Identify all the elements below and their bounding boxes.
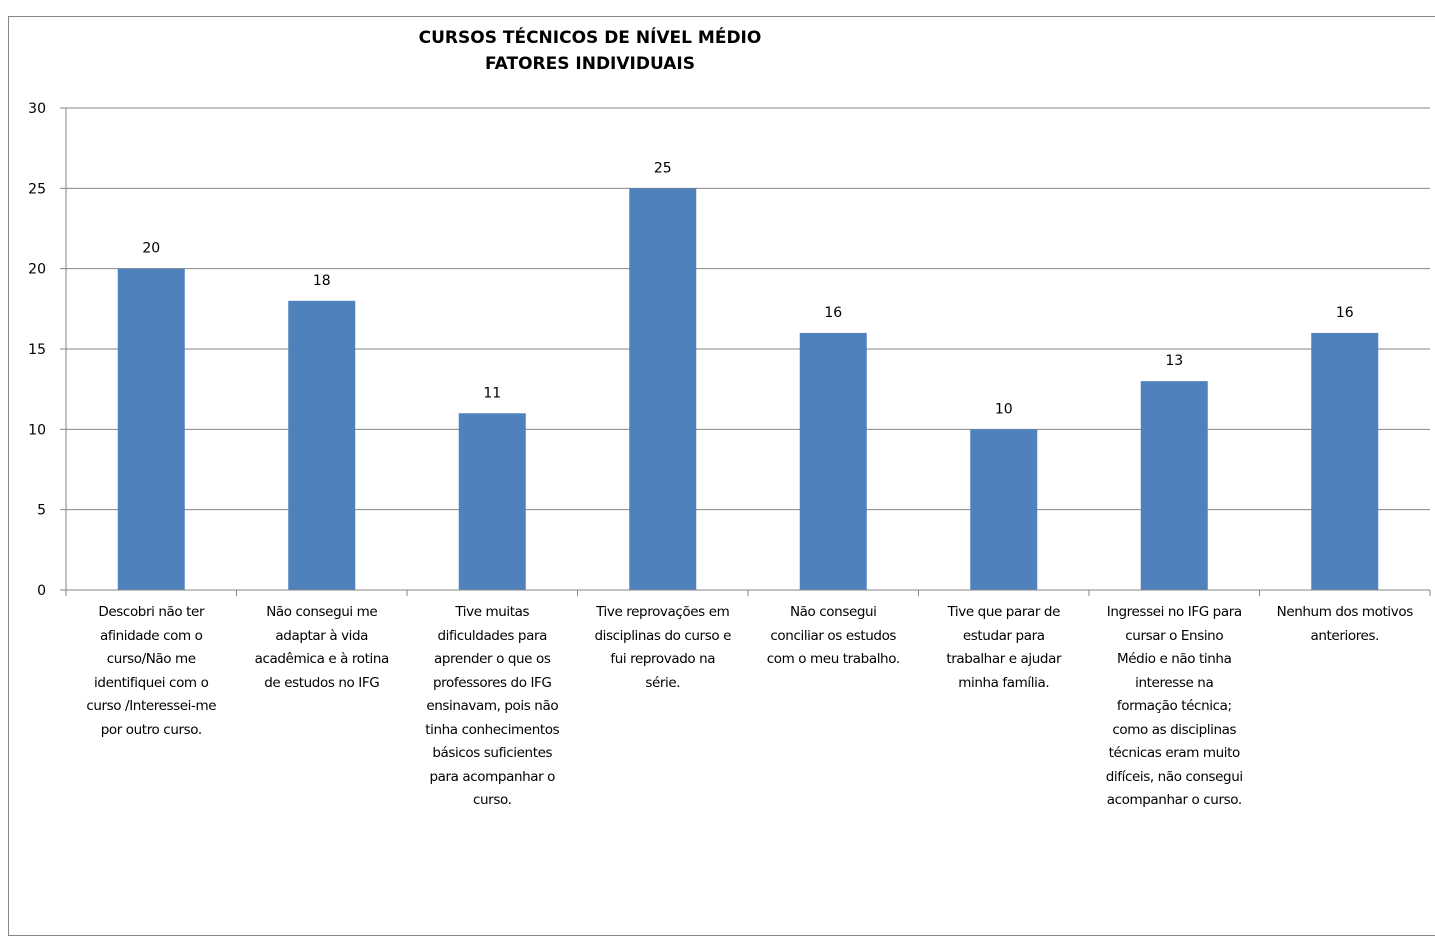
x-tick-label-line: acompanhar o curso. bbox=[1106, 792, 1242, 808]
x-tick-label-line: básicos suficientes bbox=[432, 745, 553, 761]
x-tick-label-line: adaptar à vida bbox=[275, 627, 369, 644]
x-tick-label-line: Tive muitas bbox=[455, 604, 530, 620]
x-tick-label-line: cursar o Ensino bbox=[1125, 627, 1224, 644]
x-tick-label: Não consegui conciliar os estudos com o me… bbox=[748, 601, 918, 672]
y-tick-label: 5 bbox=[37, 503, 46, 519]
x-tick-label: Tive que parar de estudar para trabalhar e… bbox=[919, 601, 1089, 695]
x-tick-label-line: curso/Não me bbox=[106, 651, 196, 667]
gridlines bbox=[66, 107, 1430, 511]
x-tick-label-line: formação técnica; bbox=[1116, 698, 1232, 714]
x-tick-label-line: identifiquei com o bbox=[94, 674, 209, 691]
x-tick-label-line: conciliar os estudos bbox=[770, 627, 897, 644]
x-tick-label-line: fui reprovado na bbox=[610, 651, 716, 667]
data-label: 16 bbox=[1336, 305, 1354, 321]
x-tick-label: Não consegui me adaptar à vida acadêmica e… bbox=[237, 601, 407, 695]
x-tick-label-line: como as disciplinas bbox=[1112, 721, 1237, 738]
x-tick-label-line: curso. bbox=[473, 792, 512, 808]
x-tick-label-line: disciplinas do curso e bbox=[594, 627, 732, 644]
x-tick-label-line: interesse na bbox=[1135, 674, 1214, 691]
axes bbox=[65, 108, 1431, 596]
bar bbox=[799, 332, 867, 590]
x-tick-label: Tive muitas dificuldades para aprender o q… bbox=[407, 601, 577, 813]
x-tick-label-line: Não consegui me bbox=[266, 604, 378, 620]
y-tick-label: 0 bbox=[37, 583, 46, 599]
x-tick-label-line: trabalhar e ajudar bbox=[946, 651, 1062, 667]
x-tick-label-line: anteriores. bbox=[1310, 627, 1380, 644]
x-tick-label-line: técnicas eram muito bbox=[1108, 745, 1241, 761]
x-tick-label-line: dificuldades para bbox=[437, 627, 548, 644]
data-label: 25 bbox=[654, 160, 672, 176]
x-tick-label-line: difíceis, não consegui bbox=[1105, 768, 1243, 785]
x-tick-label-line: Médio e não tinha bbox=[1117, 651, 1232, 667]
x-tick-label-line: afinidade com o bbox=[100, 627, 203, 644]
y-tick-label: 25 bbox=[28, 181, 46, 197]
data-label: 10 bbox=[995, 401, 1013, 417]
bar bbox=[458, 413, 526, 590]
x-tick-label-line: Tive reprovações em bbox=[596, 604, 730, 620]
y-tick-label: 30 bbox=[28, 101, 46, 117]
y-tick-label: 10 bbox=[28, 422, 46, 438]
x-tick-label-line: Não consegui bbox=[789, 604, 877, 620]
x-tick-label: Ingressei no IFG para cursar o Ensino Médi… bbox=[1089, 601, 1259, 813]
x-tick-label-line: com o meu trabalho. bbox=[766, 651, 900, 667]
data-label: 20 bbox=[142, 241, 160, 257]
y-tick-label: 20 bbox=[28, 262, 46, 278]
bar bbox=[288, 300, 356, 590]
x-tick-label-line: ensinavam, pois não bbox=[426, 698, 559, 714]
bar bbox=[1311, 332, 1379, 590]
x-tick-label-line: acadêmica e à rotina bbox=[254, 651, 390, 667]
bar bbox=[629, 188, 697, 591]
x-tick-label-line: por outro curso. bbox=[100, 721, 202, 738]
y-tick-label: 15 bbox=[28, 342, 46, 358]
x-tick-label-line: minha família. bbox=[958, 674, 1050, 691]
x-tick-label-line: aprender o que os bbox=[434, 651, 551, 667]
x-tick-label-line: estudar para bbox=[962, 627, 1045, 644]
data-label: 11 bbox=[483, 385, 501, 401]
x-tick-label: Tive reprovações em disciplinas do curso … bbox=[578, 601, 748, 695]
x-tick-label-line: tinha conhecimentos bbox=[425, 721, 560, 738]
x-tick-label-line: de estudos no IFG bbox=[264, 674, 380, 691]
chart-title-line-1: CURSOS TÉCNICOS DE NÍVEL MÉDIO bbox=[419, 26, 762, 48]
x-tick-label-line: professores do IFG bbox=[433, 674, 552, 691]
x-tick-label-line: Nenhum dos motivos bbox=[1276, 604, 1414, 620]
x-tick-label-line: Tive que parar de bbox=[947, 604, 1061, 620]
chart-title-line-2: FATORES INDIVIDUAIS bbox=[485, 54, 695, 74]
x-tick-label-line: Ingressei no IFG para bbox=[1106, 604, 1242, 620]
bar bbox=[970, 429, 1038, 590]
bars bbox=[117, 188, 1379, 591]
data-labels: 20 18 11 25 16 10 13 16 bbox=[142, 160, 1353, 417]
x-tick-label-line: para acompanhar o bbox=[429, 768, 556, 785]
chart-title: CURSOS TÉCNICOS DE NÍVEL MÉDIO FATORES I… bbox=[419, 26, 762, 74]
x-tick-label-line: Descobri não ter bbox=[98, 604, 205, 620]
x-tick-label-line: curso /Interessei-me bbox=[86, 698, 217, 714]
bar bbox=[117, 268, 185, 590]
data-label: 16 bbox=[824, 305, 842, 321]
data-label: 18 bbox=[313, 273, 331, 289]
y-axis-ticks: 0 5 10 15 20 25 30 bbox=[28, 101, 66, 599]
x-tick-label: Descobri não ter afinidade com o curso/Não… bbox=[66, 601, 236, 742]
bar bbox=[1140, 381, 1208, 590]
x-tick-label-line: série. bbox=[645, 674, 681, 691]
data-label: 13 bbox=[1165, 353, 1183, 369]
x-tick-label: Nenhum dos motivos anteriores. bbox=[1260, 601, 1430, 648]
